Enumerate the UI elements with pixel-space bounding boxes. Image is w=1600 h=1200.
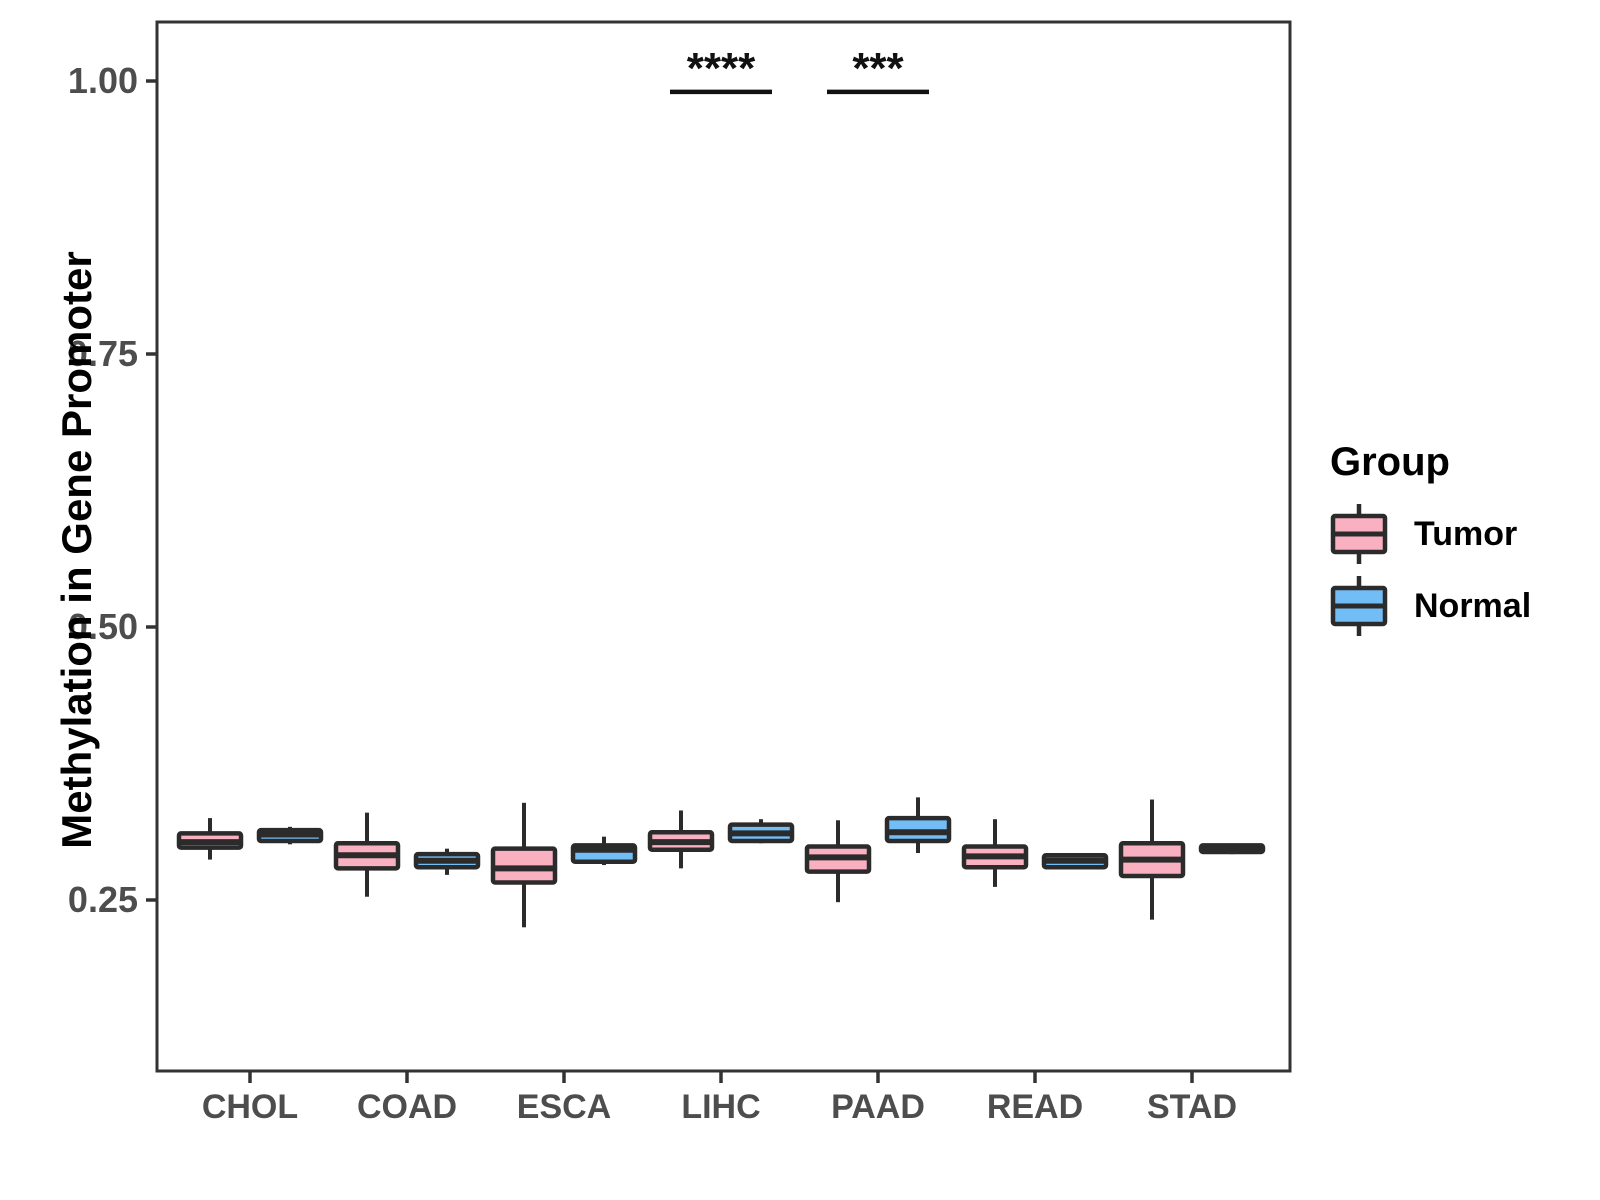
y-tick-label: 0.50 bbox=[68, 606, 138, 647]
legend: Group Tumor Normal bbox=[1330, 440, 1531, 647]
normal-boxplot-key-icon bbox=[1330, 576, 1388, 636]
panel-border bbox=[155, 20, 1292, 1073]
y-axis-title: Methylation in Gene Promoter bbox=[53, 251, 100, 849]
y-tick-label: 0.75 bbox=[68, 333, 138, 374]
x-tick-label-esca: ESCA bbox=[517, 1088, 611, 1126]
x-tick-label-read: READ bbox=[987, 1088, 1083, 1126]
y-tick-label: 0.25 bbox=[68, 879, 138, 920]
legend-label-normal: Normal bbox=[1414, 586, 1532, 625]
x-tick-label-stad: STAD bbox=[1147, 1088, 1237, 1126]
legend-label-tumor: Tumor bbox=[1414, 514, 1518, 553]
x-tick-label-chol: CHOL bbox=[202, 1088, 298, 1126]
x-tick-label-paad: PAAD bbox=[831, 1088, 925, 1126]
tumor-boxplot-key-icon bbox=[1330, 504, 1388, 564]
legend-item-normal: Normal bbox=[1330, 575, 1531, 637]
legend-item-tumor: Tumor bbox=[1330, 503, 1531, 565]
significance-stars-paad: *** bbox=[852, 44, 904, 93]
y-tick-label: 1.00 bbox=[68, 60, 138, 101]
x-tick-label-lihc: LIHC bbox=[681, 1088, 760, 1126]
x-tick-label-coad: COAD bbox=[357, 1088, 457, 1126]
legend-title: Group bbox=[1330, 440, 1450, 484]
significance-stars-lihc: **** bbox=[687, 44, 756, 93]
